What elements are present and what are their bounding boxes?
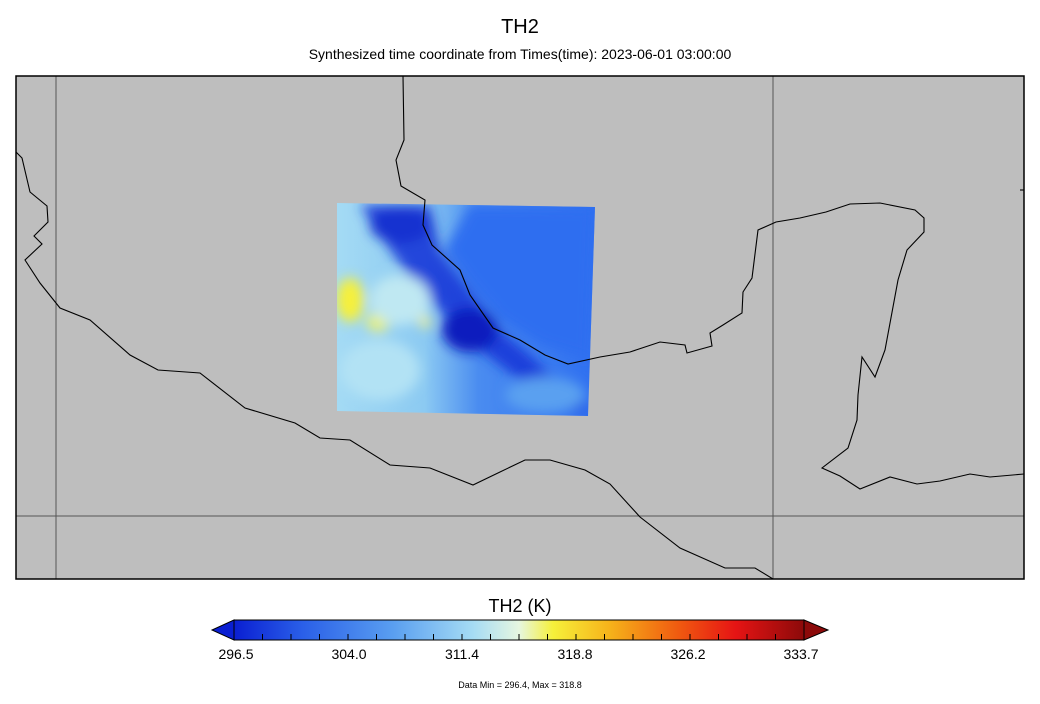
colorbar-tick-label: 296.5 (218, 646, 253, 662)
colorbar-tick-label: 333.7 (783, 646, 818, 662)
colorbar (212, 620, 828, 640)
th2-field (330, 195, 600, 425)
data-range-note: Data Min = 296.4, Max = 318.8 (0, 680, 1040, 690)
colorbar-title: TH2 (K) (0, 596, 1040, 617)
colorbar-tick-label: 304.0 (331, 646, 366, 662)
colorbar-over-arrow (804, 620, 828, 640)
colorbar-tick-label: 318.8 (557, 646, 592, 662)
colorbar-under-arrow (212, 620, 234, 640)
colorbar-tick-label: 311.4 (445, 646, 479, 662)
colorbar-tick-label: 326.2 (670, 646, 705, 662)
